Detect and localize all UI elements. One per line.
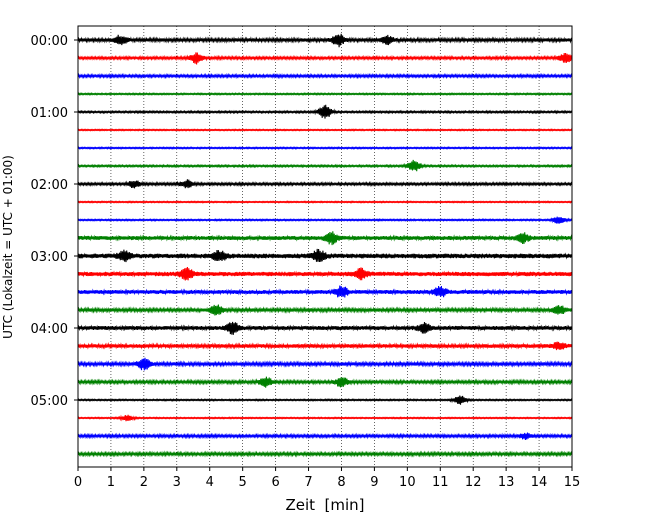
x-tick-label: 10 — [399, 475, 416, 490]
x-tick-label: 8 — [337, 475, 345, 490]
y-tick-label: 01:00 — [31, 106, 68, 121]
x-tick-label: 4 — [206, 475, 214, 490]
x-tick-label: 3 — [173, 475, 181, 490]
y-axis-ticks: 00:00 01:00 02:00 03:00 04:00 05:00 — [31, 34, 78, 409]
x-tick-label: 13 — [498, 475, 515, 490]
y-tick-label: 02:00 — [31, 178, 68, 193]
x-axis-ticks: 0 1 2 3 4 5 6 7 8 9 10 11 12 13 14 15 — [74, 467, 580, 490]
x-tick-label: 14 — [531, 475, 548, 490]
y-tick-label: 00:00 — [31, 34, 68, 49]
y-tick-label: 05:00 — [31, 394, 68, 409]
x-tick-label: 15 — [564, 475, 581, 490]
y-axis-title: UTC (Lokalzeit = UTC + 01:00) — [1, 155, 15, 339]
trace-0300 — [77, 248, 573, 263]
x-tick-label: 7 — [304, 475, 312, 490]
x-tick-label: 1 — [107, 475, 115, 490]
x-tick-label: 2 — [140, 475, 148, 490]
x-tick-label: 12 — [465, 475, 482, 490]
x-tick-label: 11 — [432, 475, 449, 490]
x-tick-label: 5 — [239, 475, 247, 490]
plot-background — [78, 26, 572, 467]
x-axis-title: Zeit [min] — [285, 496, 364, 514]
x-tick-label: 0 — [74, 475, 82, 490]
x-tick-label: 6 — [271, 475, 279, 490]
y-tick-label: 03:00 — [31, 250, 68, 265]
x-tick-label: 9 — [370, 475, 378, 490]
y-tick-label: 04:00 — [31, 322, 68, 337]
traces — [77, 33, 573, 458]
plot-frame — [77, 25, 573, 468]
